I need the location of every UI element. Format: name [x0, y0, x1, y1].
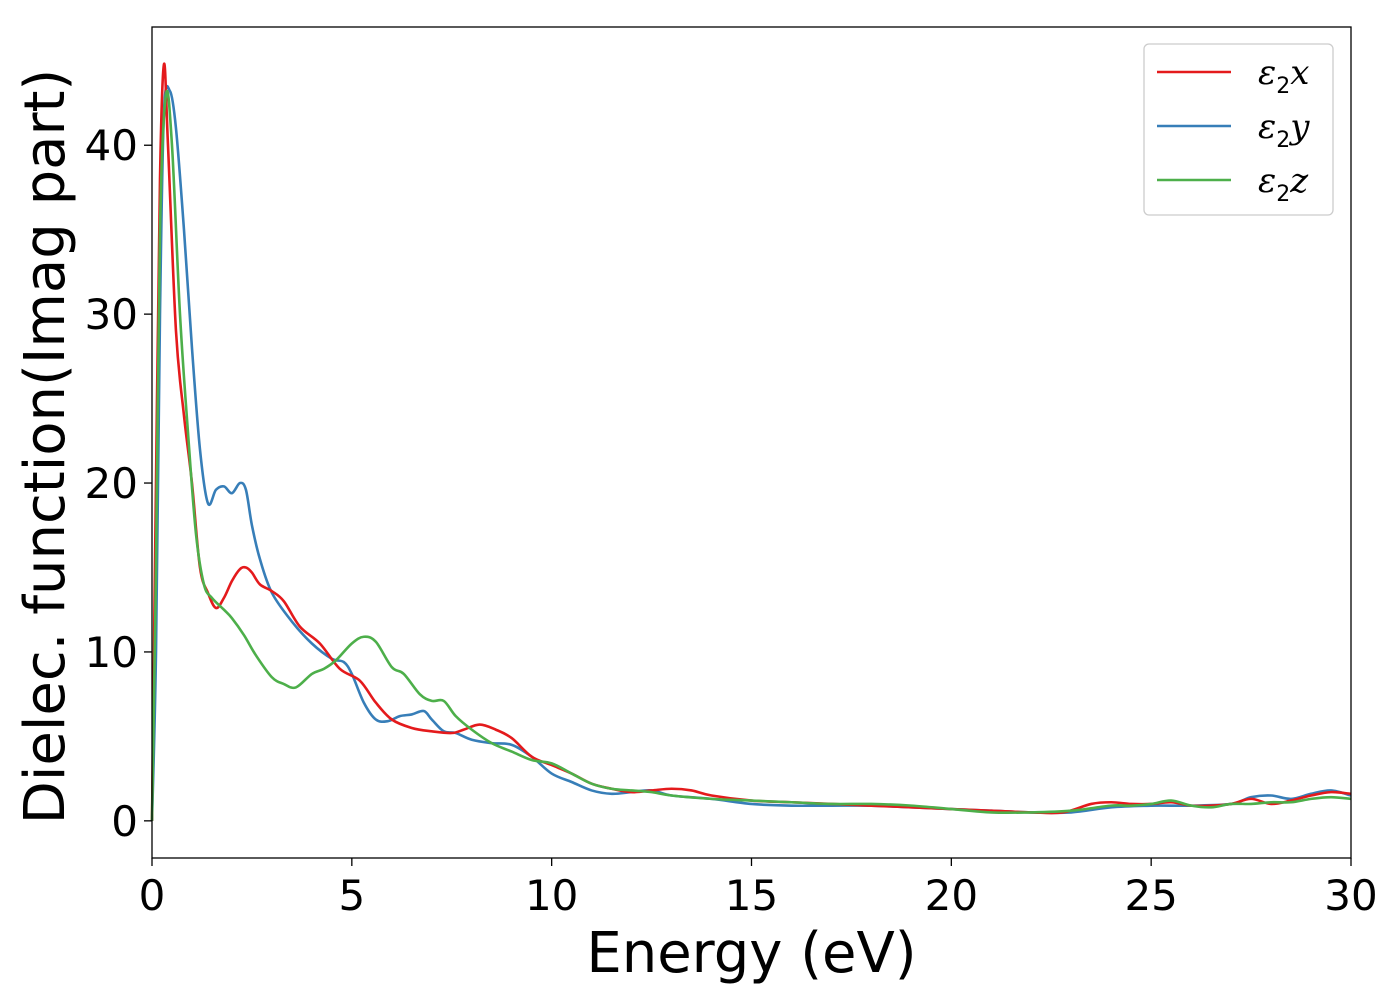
legend-variable: z [1289, 161, 1309, 201]
y-tick-label: 10 [85, 628, 138, 677]
legend-base: ε [1258, 161, 1276, 201]
ticks-layer: 0 5 10 15 20 25 30 0 10 20 30 40 [85, 121, 1378, 920]
legend-subscript: 2 [1276, 128, 1290, 153]
x-tick-label: 10 [525, 871, 578, 920]
legend-box [1143, 43, 1334, 216]
y-tick-label: 40 [85, 121, 138, 170]
legend-entry-y: ε2y [1258, 107, 1310, 153]
legend-subscript: 2 [1276, 74, 1290, 99]
x-tick-label: 30 [1324, 871, 1377, 920]
x-tick-label: 5 [338, 871, 365, 920]
x-tick-label: 20 [925, 871, 978, 920]
legend-subscript: 2 [1276, 182, 1290, 207]
x-tick-label: 25 [1124, 871, 1177, 920]
series-layer [150, 62, 1352, 821]
legend-entry-x: ε2x [1258, 53, 1309, 99]
y-tick-label: 20 [85, 459, 138, 508]
x-tick-label: 0 [139, 871, 166, 920]
x-tick-label: 15 [725, 871, 778, 920]
legend-base: ε [1258, 53, 1276, 93]
x-axis-label: Energy (eV) [586, 921, 916, 986]
legend-variable: x [1290, 53, 1309, 93]
y-axis-label: Dielec. function(Imag part) [13, 69, 78, 825]
y-tick-label: 30 [85, 290, 138, 339]
legend-variable: y [1288, 107, 1310, 147]
legend-entry-z: ε2z [1258, 161, 1309, 207]
y-tick-label: 0 [111, 797, 138, 846]
series-line-z [150, 89, 1352, 821]
legend-base: ε [1258, 107, 1276, 147]
